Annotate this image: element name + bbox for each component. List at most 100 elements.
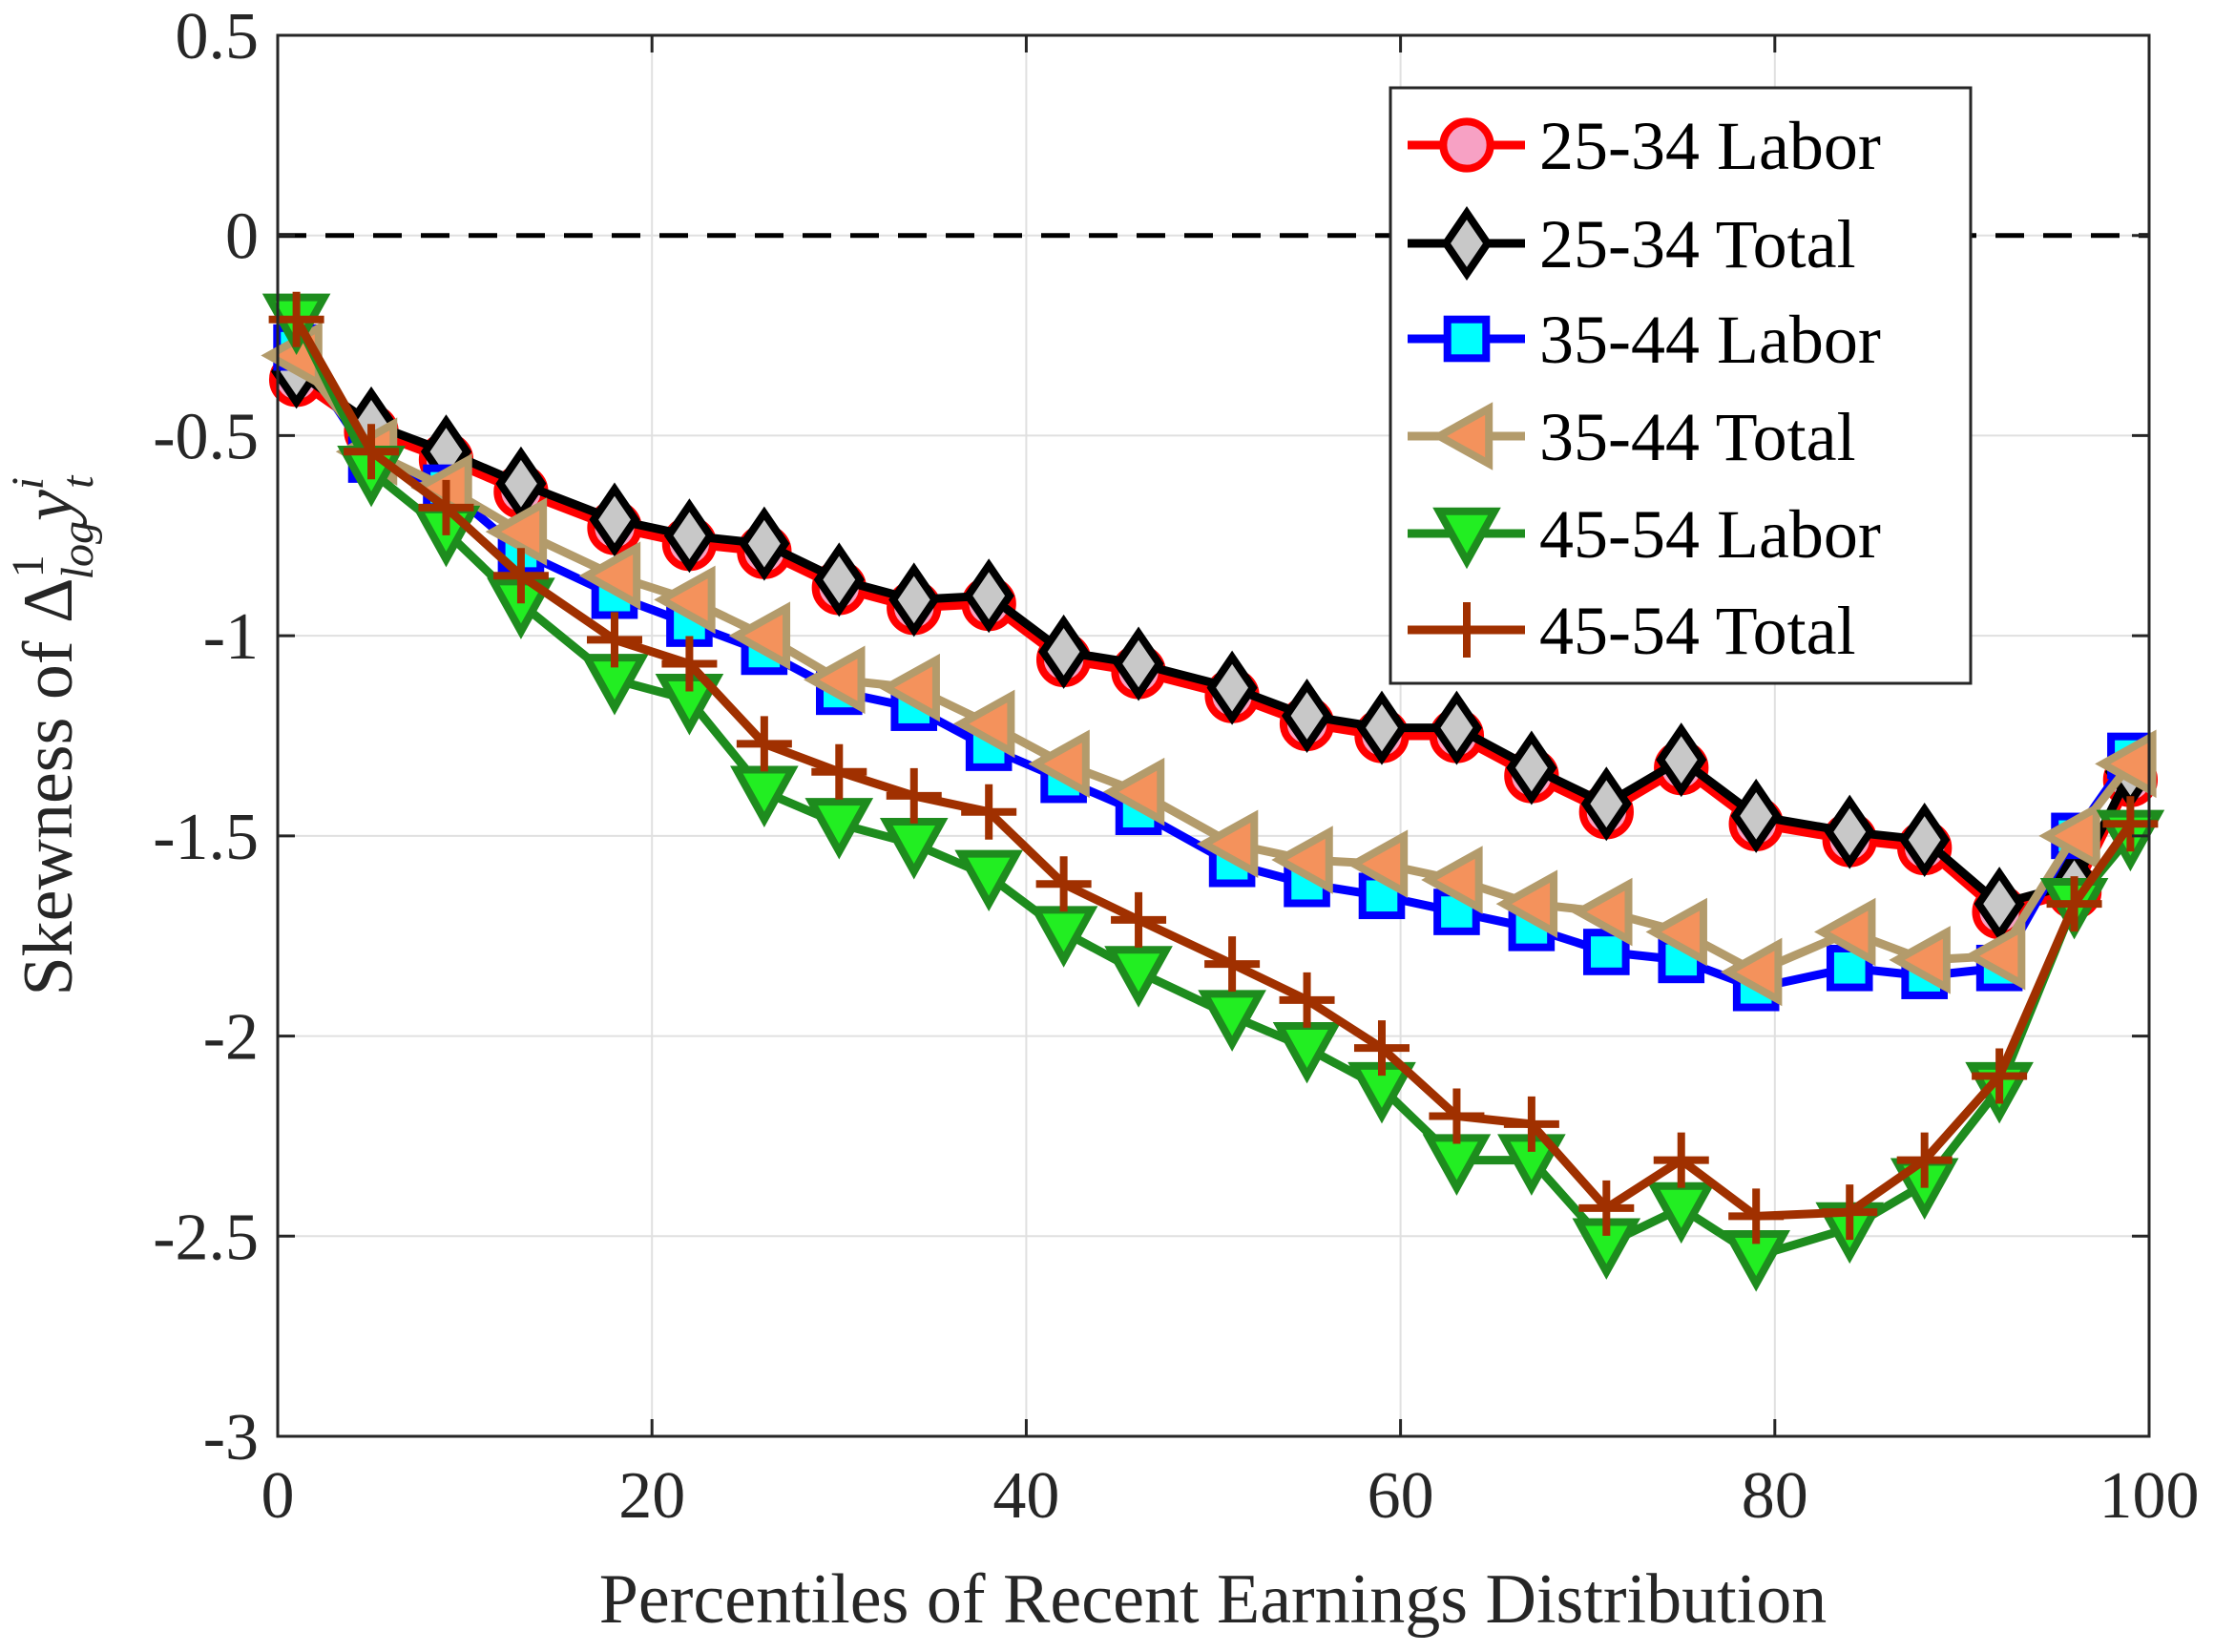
legend-label: 25-34 Total bbox=[1539, 206, 1856, 282]
circle-marker bbox=[1439, 117, 1494, 173]
plus-marker bbox=[1111, 891, 1167, 948]
triangle-down-marker bbox=[804, 798, 874, 860]
diamond-marker bbox=[1281, 679, 1333, 754]
legend-box bbox=[1389, 86, 1973, 685]
triangle-down-marker bbox=[1029, 906, 1098, 968]
diamond-marker bbox=[739, 506, 790, 581]
legend-label: 45-54 Total bbox=[1539, 593, 1856, 669]
y-tick-label: -0.5 bbox=[153, 400, 259, 473]
y-tick-label: -2 bbox=[203, 1001, 259, 1075]
plot-frame bbox=[276, 33, 2151, 1438]
legend-label: 25-34 Labor bbox=[1539, 108, 1881, 184]
diamond-marker bbox=[1356, 690, 1408, 765]
triangle-left-marker bbox=[1814, 897, 1876, 967]
diamond-marker bbox=[589, 482, 640, 557]
series-45-54-total bbox=[268, 291, 2159, 1244]
x-axis-label: Percentiles of Recent Earnings Distribut… bbox=[599, 1560, 1827, 1639]
triangle-left-marker bbox=[1421, 846, 1483, 914]
triangle-down-marker bbox=[879, 818, 949, 880]
plus-marker bbox=[1578, 1180, 1635, 1236]
plus-marker bbox=[492, 548, 549, 604]
diamond-marker bbox=[663, 498, 716, 574]
y-tick-label: -1.5 bbox=[153, 801, 259, 874]
diamond-marker bbox=[1730, 778, 1782, 853]
diamond-marker bbox=[1580, 766, 1632, 842]
x-tick-label: 0 bbox=[261, 1459, 295, 1533]
triangle-left-marker bbox=[578, 541, 641, 611]
x-tick-label: 80 bbox=[1742, 1459, 1808, 1533]
triangle-left-marker bbox=[1102, 757, 1165, 826]
triangle-down-marker bbox=[730, 765, 799, 827]
square-marker bbox=[1443, 315, 1491, 363]
diamond-marker bbox=[813, 542, 865, 617]
diamond-marker bbox=[1824, 794, 1875, 869]
triangle-left-marker bbox=[2038, 802, 2100, 870]
triangle-left-marker bbox=[1571, 877, 1633, 947]
triangle-down-marker bbox=[1432, 507, 1501, 570]
plus-marker bbox=[961, 784, 1017, 840]
diamond-marker bbox=[1974, 867, 2025, 942]
triangle-down-marker bbox=[1104, 946, 1173, 1008]
x-tick-label: 60 bbox=[1368, 1459, 1434, 1533]
triangle-left-marker bbox=[1431, 402, 1493, 471]
triangle-left-marker bbox=[878, 653, 940, 722]
series-25-34-total bbox=[271, 334, 2156, 942]
diamond-marker bbox=[1899, 803, 1951, 878]
triangle-left-marker bbox=[952, 689, 1015, 759]
triangle-left-marker bbox=[1720, 937, 1783, 1007]
legend-label: 45-54 Labor bbox=[1539, 496, 1881, 573]
triangle-down-marker bbox=[1646, 1181, 1716, 1244]
diamond-marker bbox=[1206, 650, 1258, 725]
plus-marker bbox=[586, 612, 642, 668]
plus-marker bbox=[1035, 856, 1092, 912]
plus-marker bbox=[1439, 602, 1494, 658]
plus-marker bbox=[736, 716, 792, 772]
triangle-left-marker bbox=[804, 645, 866, 715]
triangle-left-marker bbox=[1963, 921, 2026, 991]
triangle-left-marker bbox=[1889, 926, 1951, 994]
legend-label: 35-44 Total bbox=[1539, 399, 1856, 475]
plus-marker bbox=[1896, 1132, 1953, 1188]
y-axis-label: Skewness of Δ1logyit bbox=[3, 474, 103, 996]
triangle-down-marker bbox=[1198, 990, 1266, 1052]
plus-marker bbox=[2046, 876, 2102, 932]
y-tick-label: 0.5 bbox=[176, 0, 260, 73]
plus-marker bbox=[418, 479, 474, 535]
diamond-marker bbox=[1506, 730, 1557, 805]
diamond-marker bbox=[963, 558, 1014, 634]
legend-label: 35-44 Labor bbox=[1539, 302, 1881, 378]
diamond-marker bbox=[888, 562, 940, 638]
plus-marker bbox=[886, 767, 942, 824]
triangle-left-marker bbox=[1028, 729, 1090, 799]
triangle-left-marker bbox=[1346, 829, 1409, 899]
triangle-left-marker bbox=[1645, 897, 1707, 967]
triangle-down-marker bbox=[1272, 1021, 1342, 1084]
y-tick-label: -3 bbox=[203, 1401, 259, 1474]
ticks: 0 20 40 60 80 100 0.5 0 -0.5 -1 -1.5 -2 -2.5 -3 bbox=[153, 0, 2199, 1533]
triangle-left-marker bbox=[1495, 869, 1558, 938]
x-tick-label: 40 bbox=[992, 1459, 1059, 1533]
diamond-marker bbox=[1441, 205, 1493, 282]
square-marker bbox=[1583, 929, 1630, 975]
plus-marker bbox=[1728, 1188, 1785, 1244]
y-tick-label: -1 bbox=[203, 600, 259, 674]
triangle-left-marker bbox=[728, 601, 791, 670]
plus-marker bbox=[1822, 1184, 1878, 1241]
plus-marker bbox=[811, 743, 867, 800]
plus-marker bbox=[1353, 1020, 1410, 1077]
triangle-left-marker bbox=[485, 497, 548, 566]
plus-marker bbox=[661, 636, 718, 692]
triangle-left-marker bbox=[1271, 826, 1333, 894]
x-tick-label: 20 bbox=[618, 1459, 685, 1533]
diamond-marker bbox=[1656, 722, 1707, 798]
plus-marker bbox=[1972, 1048, 2028, 1104]
plus-marker bbox=[1204, 936, 1261, 993]
triangle-left-marker bbox=[2095, 729, 2157, 799]
plus-marker bbox=[344, 424, 400, 480]
triangle-left-marker bbox=[654, 565, 716, 635]
plus-marker bbox=[1279, 972, 1335, 1028]
triangle-down-marker bbox=[954, 849, 1023, 912]
y-tick-label: 0 bbox=[225, 200, 259, 274]
plus-marker bbox=[1503, 1096, 1559, 1152]
